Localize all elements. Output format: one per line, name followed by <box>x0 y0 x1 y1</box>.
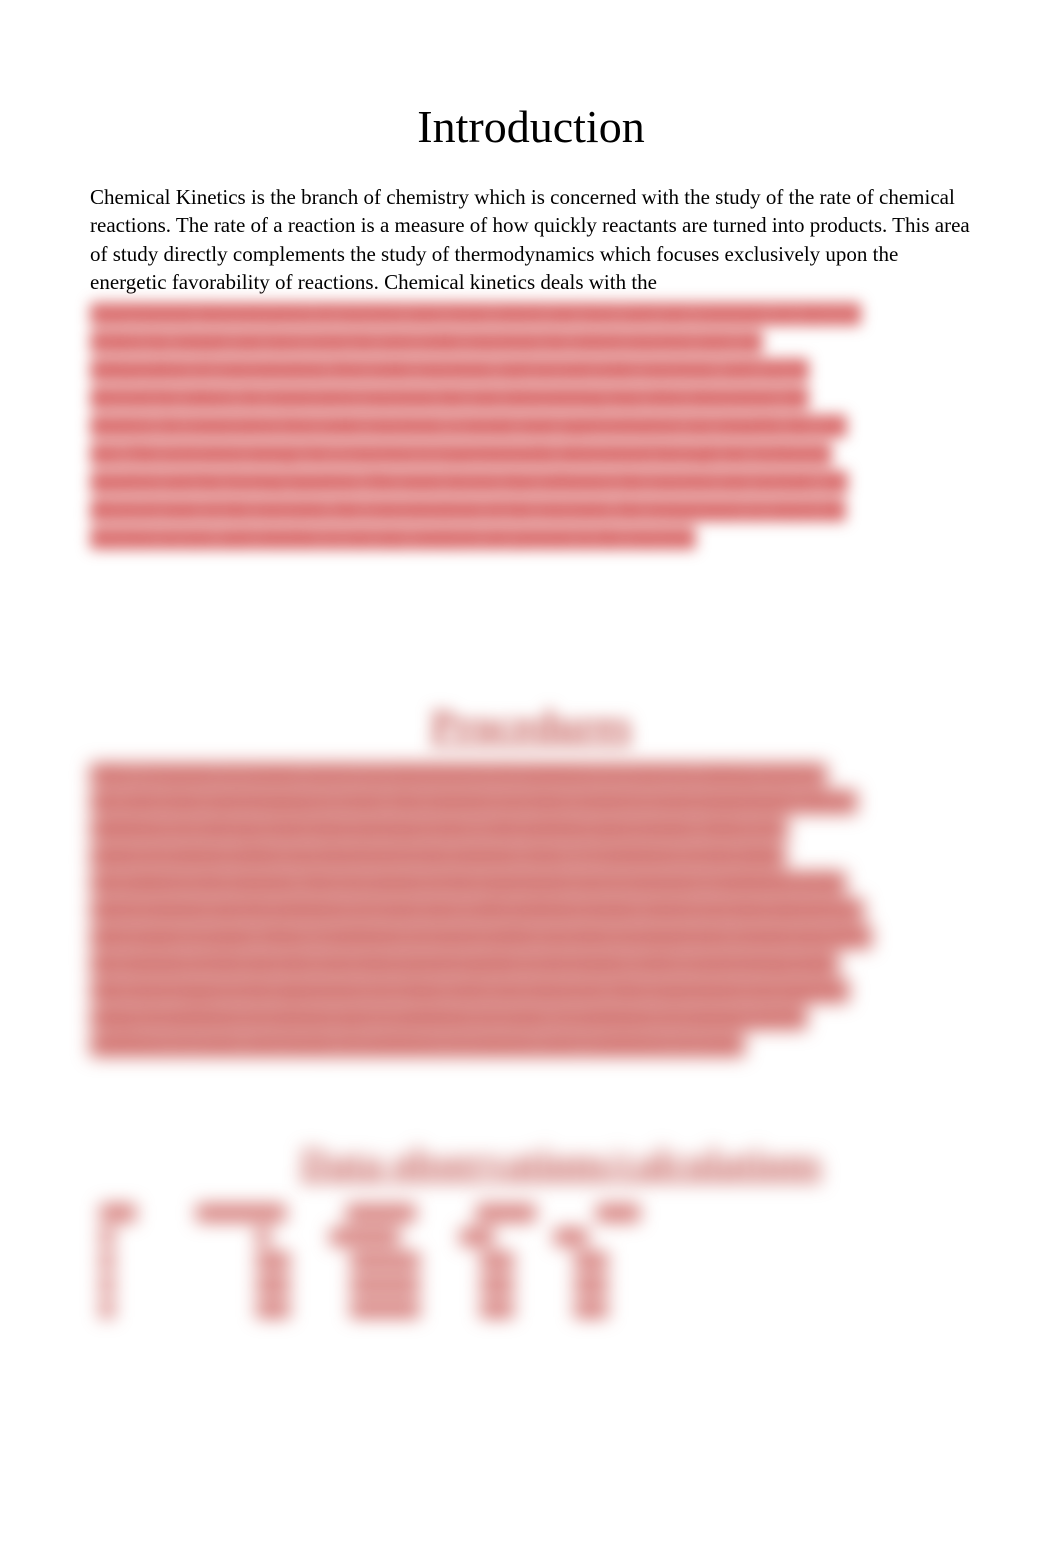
blurred-line: reaction occurs, and whether or not any … <box>90 526 696 550</box>
blurred-intro-continuation: experimental determination of reaction r… <box>90 300 972 552</box>
blurred-line: the contents of this into this were then… <box>90 952 839 976</box>
data-section-title: Data observations/calculations <box>150 1139 972 1186</box>
table-cell <box>100 1276 114 1294</box>
blurred-line: the cold water and bringing to a boil. T… <box>90 790 857 814</box>
table-cell <box>480 1300 514 1318</box>
table-cell <box>574 1300 608 1318</box>
blurred-line: was added to the solution. The two plums… <box>90 871 846 895</box>
blurred-line: piece paper or paper. Then, 5 milliliter… <box>90 925 872 949</box>
procedures-body: First, 1.0 grams of soluble starch was d… <box>90 762 972 1059</box>
table-header-cell <box>346 1204 416 1222</box>
table-row <box>100 1300 972 1318</box>
table-cell <box>100 1300 114 1318</box>
table-row <box>100 1228 972 1246</box>
blurred-line: Orders by simple rate laws exist for zer… <box>90 330 763 354</box>
table-cell <box>256 1276 290 1294</box>
table-cell <box>330 1228 400 1246</box>
blurred-line: using 10 milliliters of solution and 15 … <box>90 1006 807 1030</box>
blurred-line: First, 1.0 grams of soluble starch was d… <box>90 763 827 787</box>
table-cell <box>574 1276 608 1294</box>
intro-paragraph: Chemical Kinetics is the branch of chemi… <box>90 183 972 296</box>
blurred-line: kinetics. In consecutive first order rea… <box>90 414 847 438</box>
blurred-line: law. The activation energy for a reactio… <box>90 442 832 466</box>
table-cell <box>350 1252 420 1270</box>
table-row <box>100 1276 972 1294</box>
table-cell <box>480 1252 514 1270</box>
table-cell <box>574 1252 608 1270</box>
blurred-line: derived for others. In consecutive react… <box>90 386 809 410</box>
blurred-line: physical state of the reactants, the con… <box>90 498 846 522</box>
table-cell <box>460 1228 494 1246</box>
table-header-row <box>100 1204 972 1222</box>
table-header-cell <box>476 1204 536 1222</box>
table-header-cell <box>196 1204 286 1222</box>
blurred-line: experimental determination of reaction r… <box>90 302 861 326</box>
procedures-title: Procedures <box>90 702 972 750</box>
table-cell <box>256 1228 270 1246</box>
table-row <box>100 1252 972 1270</box>
table-cell <box>100 1228 114 1246</box>
table-cell <box>554 1228 588 1246</box>
table-cell <box>256 1300 290 1318</box>
table-header-cell <box>596 1204 640 1222</box>
table-cell <box>100 1252 114 1270</box>
blurred-line: milliliters of cold tap water than pouri… <box>90 817 788 841</box>
blurred-line: The clock began at the appearance of a b… <box>90 979 849 1003</box>
blurred-line: equation and the Eyring equation. The ma… <box>90 470 848 494</box>
table-cell <box>350 1300 420 1318</box>
blurred-line: starch solution and 90 milliliters of wa… <box>90 898 864 922</box>
table-cell <box>256 1252 290 1270</box>
blurred-line: grams of sodium sulfite was dissolved in… <box>90 844 786 868</box>
table-header-cell <box>100 1204 136 1222</box>
page-title: Introduction <box>90 100 972 153</box>
table-cell <box>350 1276 420 1294</box>
table-cell <box>480 1276 514 1294</box>
data-table <box>90 1204 972 1318</box>
blurred-line: independent of concentration, first orde… <box>90 358 809 382</box>
blurred-line: milliliters of water, and finally 20 mil… <box>90 1033 745 1057</box>
